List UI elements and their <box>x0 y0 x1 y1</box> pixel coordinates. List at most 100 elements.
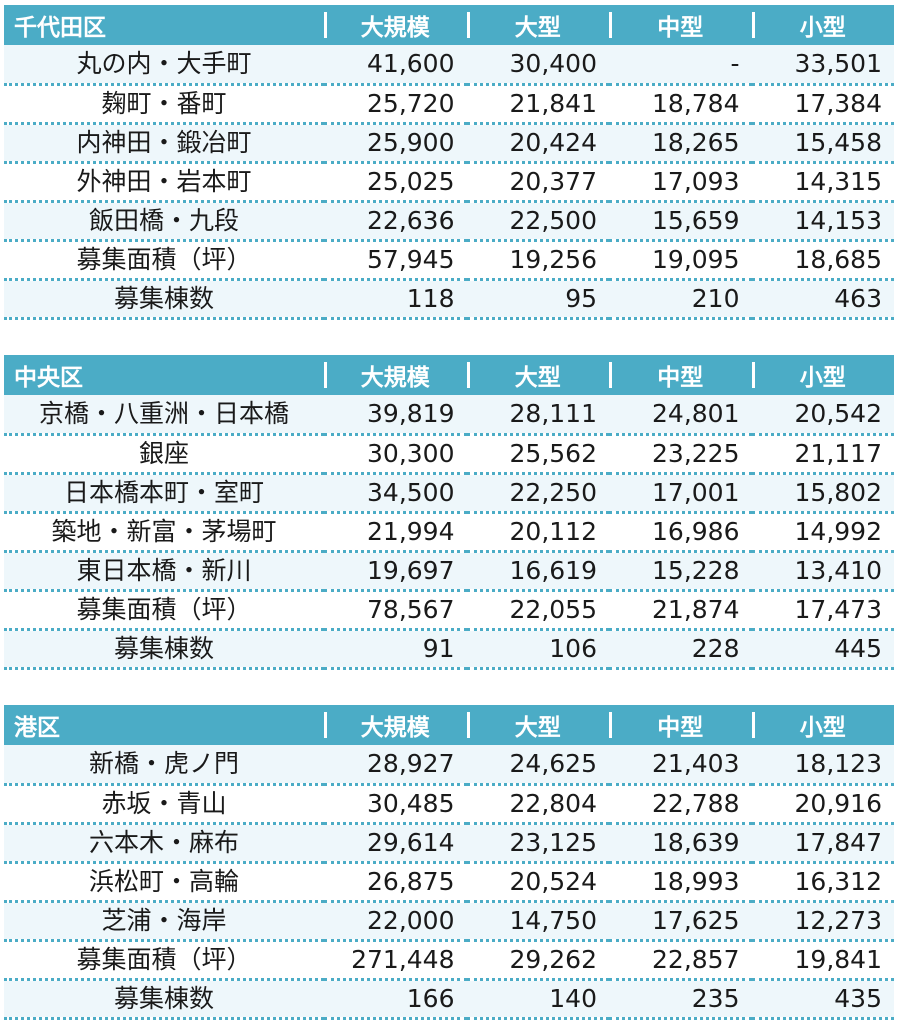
area-label: 銀座 <box>4 434 324 475</box>
value-cell: 21,117 <box>751 434 894 475</box>
value-cell: 33,501 <box>751 45 894 86</box>
value-cell: 14,992 <box>751 512 894 553</box>
table-row: 募集棟数 118 95 210 463 <box>4 279 894 320</box>
value-cell: 17,847 <box>751 823 894 864</box>
value-cell: 20,542 <box>751 395 894 436</box>
table-row: 丸の内・大手町 41,600 30,400-33,501 <box>4 45 894 86</box>
area-label: 日本橋本町・室町 <box>4 473 324 514</box>
value-cell: 28,927 <box>324 745 467 786</box>
column-header: 大型 <box>466 5 609 45</box>
value-cell: 18,265 <box>609 123 752 164</box>
table-row: 築地・新富・茅場町 21,994 20,112 16,986 14,992 <box>4 512 894 553</box>
rent-table: 中央区 大規模 大型 中型 小型 京橋・八重洲・日本橋 39,819 28,111 24,801… <box>4 355 894 670</box>
value-cell: 13,410 <box>751 551 894 592</box>
value-cell: 22,250 <box>466 473 609 514</box>
value-cell: 20,524 <box>466 862 609 903</box>
value-cell: 16,619 <box>466 551 609 592</box>
value-cell: 19,095 <box>609 240 752 281</box>
value-cell: 16,312 <box>751 862 894 903</box>
table-row: 銀座 30,300 25,562 23,225 21,117 <box>4 434 894 475</box>
value-cell: 18,993 <box>609 862 752 903</box>
value-cell: 17,093 <box>609 162 752 203</box>
table-row: 募集面積（坪） 271,448 29,262 22,857 19,841 <box>4 940 894 981</box>
table-row: 東日本橋・新川 19,697 16,619 15,228 13,410 <box>4 551 894 592</box>
area-label: 京橋・八重洲・日本橋 <box>4 395 324 436</box>
value-cell: 22,636 <box>324 201 467 242</box>
value-cell: 14,153 <box>751 201 894 242</box>
value-cell: 91 <box>324 629 467 670</box>
value-cell: 78,567 <box>324 590 467 631</box>
value-cell: 18,784 <box>609 84 752 125</box>
value-cell: 30,485 <box>324 784 467 825</box>
table-row: 募集棟数 91 106 228 445 <box>4 629 894 670</box>
area-label: 六本木・麻布 <box>4 823 324 864</box>
column-header: 大規模 <box>324 5 467 45</box>
value-cell: 21,403 <box>609 745 752 786</box>
area-label: 芝浦・海岸 <box>4 901 324 942</box>
table-block: 港区 大規模 大型 中型 小型 新橋・虎ノ門 28,927 24,625 21,403 18,12… <box>4 705 894 1020</box>
value-cell: 15,228 <box>609 551 752 592</box>
column-header: 中型 <box>609 5 752 45</box>
value-cell: 463 <box>751 279 894 320</box>
value-cell: 15,659 <box>609 201 752 242</box>
value-cell: 166 <box>324 979 467 1020</box>
value-cell: 17,001 <box>609 473 752 514</box>
table-row: 外神田・岩本町 25,025 20,377 17,093 14,315 <box>4 162 894 203</box>
value-cell: 228 <box>609 629 752 670</box>
table-row: 芝浦・海岸 22,000 14,750 17,625 12,273 <box>4 901 894 942</box>
table-row: 募集棟数 166 140 235 435 <box>4 979 894 1020</box>
value-cell: 29,614 <box>324 823 467 864</box>
value-cell: 22,055 <box>466 590 609 631</box>
district-title: 港区 <box>4 705 324 745</box>
value-cell: 21,874 <box>609 590 752 631</box>
column-header: 中型 <box>609 355 752 395</box>
value-cell: 19,697 <box>324 551 467 592</box>
area-label: 募集棟数 <box>4 279 324 320</box>
value-cell: 15,802 <box>751 473 894 514</box>
value-cell: 18,639 <box>609 823 752 864</box>
table-row: 麹町・番町 25,720 21,841 18,784 17,384 <box>4 84 894 125</box>
table-block: 千代田区 大規模 大型 中型 小型 丸の内・大手町 41,600 30,400-33,501 麹… <box>4 5 894 320</box>
column-header: 小型 <box>751 355 894 395</box>
value-cell: 20,424 <box>466 123 609 164</box>
value-cell: 235 <box>609 979 752 1020</box>
value-cell: 39,819 <box>324 395 467 436</box>
value-cell: 435 <box>751 979 894 1020</box>
value-cell: 24,625 <box>466 745 609 786</box>
table-row: 日本橋本町・室町 34,500 22,250 17,001 15,802 <box>4 473 894 514</box>
value-cell: 30,400 <box>466 45 609 86</box>
value-cell: 25,025 <box>324 162 467 203</box>
value-cell: 17,625 <box>609 901 752 942</box>
area-label: 赤坂・青山 <box>4 784 324 825</box>
value-cell: 17,384 <box>751 84 894 125</box>
column-header: 大型 <box>466 705 609 745</box>
area-label: 浜松町・高輪 <box>4 862 324 903</box>
value-cell: 22,000 <box>324 901 467 942</box>
value-cell: 106 <box>466 629 609 670</box>
column-header: 大規模 <box>324 705 467 745</box>
area-label: 募集面積（坪） <box>4 590 324 631</box>
rent-table: 千代田区 大規模 大型 中型 小型 丸の内・大手町 41,600 30,400-33,501 麹… <box>4 5 894 320</box>
area-label: 新橋・虎ノ門 <box>4 745 324 786</box>
table-row: 新橋・虎ノ門 28,927 24,625 21,403 18,123 <box>4 745 894 786</box>
table-row: 内神田・鍛冶町 25,900 20,424 18,265 15,458 <box>4 123 894 164</box>
value-cell: 21,841 <box>466 84 609 125</box>
rent-table: 港区 大規模 大型 中型 小型 新橋・虎ノ門 28,927 24,625 21,403 18,12… <box>4 705 894 1020</box>
value-cell: 140 <box>466 979 609 1020</box>
value-cell: 23,125 <box>466 823 609 864</box>
value-cell: 20,112 <box>466 512 609 553</box>
value-cell: 14,750 <box>466 901 609 942</box>
area-label: 募集棟数 <box>4 979 324 1020</box>
table-row: 赤坂・青山 30,485 22,804 22,788 20,916 <box>4 784 894 825</box>
value-cell: 24,801 <box>609 395 752 436</box>
area-label: 募集面積（坪） <box>4 240 324 281</box>
value-cell: 15,458 <box>751 123 894 164</box>
value-cell: 445 <box>751 629 894 670</box>
area-label: 麹町・番町 <box>4 84 324 125</box>
value-cell: 20,377 <box>466 162 609 203</box>
area-label: 募集面積（坪） <box>4 940 324 981</box>
area-label: 内神田・鍛冶町 <box>4 123 324 164</box>
column-header: 中型 <box>609 705 752 745</box>
value-cell: 118 <box>324 279 467 320</box>
